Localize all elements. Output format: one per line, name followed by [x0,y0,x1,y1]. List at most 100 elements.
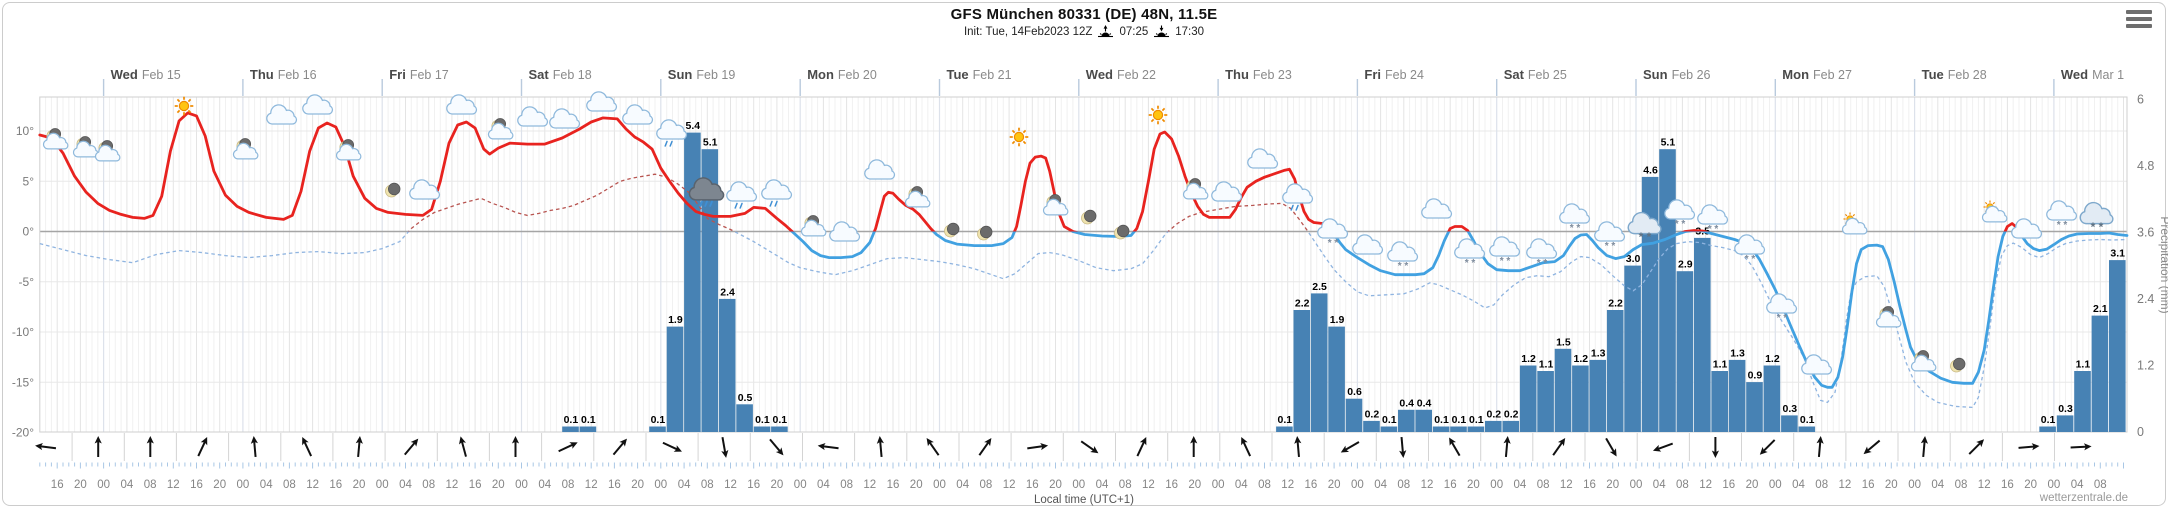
wind-strip [35,433,2124,469]
precip-bar [2091,315,2109,432]
hour-label: 08 [1258,479,1271,491]
wind-arrow [2070,443,2092,451]
hour-label: 12 [167,479,180,491]
precip-bar-label: 1.9 [668,314,683,326]
wind-arrow [769,438,784,456]
wind-arrow [94,436,102,457]
snow-weather-icon: * * [1664,199,1696,230]
hour-label: 16 [2001,479,2014,491]
cloud-weather-icon [409,179,441,200]
hour-label: 08 [1537,479,1550,491]
snowheavy-weather-icon: * * [1627,211,1662,244]
hour-label: 16 [329,479,342,491]
rain-weather-icon [761,179,793,207]
precip-bar [1798,426,1816,432]
chart-subtitle: Init: Tue, 14Feb2023 12Z 07:25 [0,24,2168,39]
precip-bar [2109,260,2126,432]
page-title: GFS München 80331 (DE) 48N, 11.5E [950,6,1218,23]
precip-tick-label: 1.2 [2137,359,2154,373]
hour-label: 00 [1072,479,1085,491]
precip-bar [1694,237,1711,432]
precip-bar-label: 0.3 [1782,403,1797,415]
hour-label: 20 [631,479,644,491]
cloud-weather-icon [829,221,861,242]
svg-text:* *: * * [2091,220,2104,234]
hour-label: 08 [422,479,435,491]
hour-label: 12 [724,479,737,491]
wind-arrow [1190,436,1198,457]
snow-weather-icon: * * [1526,238,1558,269]
wind-arrow [146,436,154,457]
hour-label: 00 [1212,479,1225,491]
hour-label: 00 [1908,479,1921,491]
snowheavy-weather-icon: * * [2079,201,2114,234]
precip-bar-label: 0.1 [755,414,770,426]
cloud-weather-icon [1801,354,1833,375]
day-label: Sat Feb 18 [529,67,592,82]
hour-labels: 16 20 00 04 08 12 16 20 00 04 08 12 16 20 00 04 08 12 16 20… [51,479,2107,491]
temp-tick-label: -5° [19,275,35,289]
hour-label: 04 [1653,479,1666,491]
wind-arrow [1759,439,1776,455]
hour-label: 04 [1792,479,1805,491]
hour-label: 20 [771,479,784,491]
precip-bar [1641,176,1659,432]
hour-label: 04 [1096,479,1109,491]
hour-label: 20 [353,479,366,491]
cloud-weather-icon [2011,218,2043,239]
hour-label: 12 [1281,479,1294,491]
precip-bar [579,426,597,432]
day-label: Wed Mar 1 [2061,67,2124,82]
svg-text:* *: * * [1675,219,1686,230]
precip-bar-label: 4.6 [1643,164,1658,176]
hour-label: 08 [980,479,993,491]
hour-label: 20 [1885,479,1898,491]
moon-weather-icon [385,182,401,198]
precip-bar [1328,326,1345,432]
precip-bar [1398,409,1415,432]
precip-bar-label: 0.1 [581,414,596,426]
wind-arrow [2018,443,2040,451]
day-label: Tue Feb 21 [947,67,1012,82]
precip-bar [1624,265,1641,432]
wind-arrow [1399,436,1407,458]
precip-bar [1380,426,1398,432]
moon-weather-icon [1114,224,1130,240]
precip-bar-label: 2.4 [720,286,735,298]
precip-bar [1537,371,1554,432]
hour-label: 08 [1397,479,1410,491]
hour-label: 04 [1235,479,1248,491]
precip-tick-label: 4.8 [2137,159,2154,173]
precip-bar-label: 0.1 [1469,414,1484,426]
svg-text:* *: * * [1708,224,1719,235]
day-label: Wed Feb 15 [111,67,181,82]
precip-bar-label: 3.1 [2110,248,2125,260]
precip-bar [1589,359,1607,432]
precip-bar-label: 3.0 [1626,253,1641,265]
precip-bar-label: 0.1 [1434,414,1449,426]
wind-arrow [1552,437,1566,456]
moon-weather-icon [1081,209,1097,225]
temp-tick-label: 10° [16,124,34,138]
hour-label: 20 [74,479,87,491]
hour-label: 12 [585,479,598,491]
wind-arrow [1605,437,1617,457]
hour-label: 16 [887,479,900,491]
hour-label: 00 [376,479,389,491]
day-label: Sun Feb 26 [1643,67,1711,82]
xaxis-title: Local time (UTC+1) [1033,494,1134,506]
grid [39,96,2128,433]
precip-bar-label: 5.1 [1661,137,1676,149]
hour-label: 08 [701,479,714,491]
cloud-weather-icon [302,94,334,115]
svg-text:* *: * * [1639,230,1652,244]
hamburger-menu-button[interactable] [2126,10,2152,31]
hour-label: 16 [469,479,482,491]
hour-label: 00 [1351,479,1364,491]
precip-bar-label: 1.5 [1556,336,1571,348]
chart-header: GFS München 80331 (DE) 48N, 11.5E Init: … [0,6,2168,39]
temp-axis-labels: 10° 5° 0° -5° -10° -15° -20° [12,124,34,440]
cloud-weather-icon [266,104,298,125]
precip-bar-label: 1.3 [1591,347,1606,359]
